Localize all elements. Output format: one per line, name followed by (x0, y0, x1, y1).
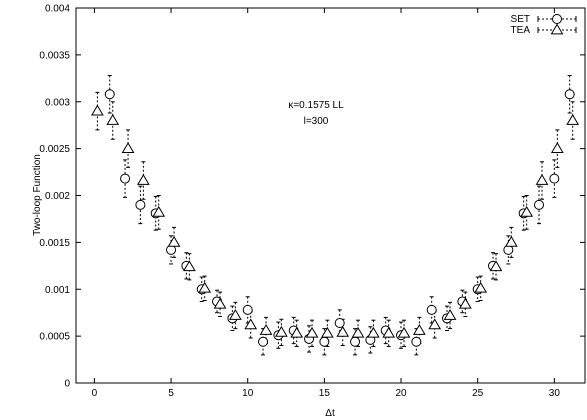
tea-point (474, 281, 488, 293)
tea-error-bar (540, 161, 545, 200)
set-point (319, 336, 330, 347)
set-error-bar (506, 235, 511, 265)
annotation-l: l=300 (304, 116, 329, 127)
tea-error-bar (570, 101, 575, 140)
tea-point (198, 281, 212, 293)
y-tick-label: 0.0025 (39, 144, 70, 155)
legend-marker-set (537, 14, 577, 24)
set-error-bar (537, 185, 542, 225)
set-point (258, 336, 269, 347)
x-axis-ticks: 0 5 10 15 20 25 30 (92, 8, 561, 399)
set-point (334, 318, 345, 328)
tea-point (290, 326, 304, 338)
y-tick-label: 0.002 (45, 191, 70, 202)
set-point (411, 336, 422, 347)
tea-point (183, 260, 196, 272)
tea-point (152, 205, 166, 217)
x-axis-label: Δt (325, 408, 335, 419)
set-point (534, 199, 545, 210)
legend-circle-icon (552, 14, 562, 24)
set-point (426, 304, 437, 315)
tea-point (566, 114, 580, 125)
tea-point (535, 174, 549, 185)
tea-error-bar (555, 129, 560, 168)
x-tick-label: 5 (168, 388, 174, 399)
set-error-bar (567, 75, 572, 114)
y-axis-label: Two-loop Function (32, 154, 43, 236)
y-tick-label: 0.0015 (39, 238, 70, 249)
set-error-bar (107, 75, 112, 114)
legend-marker-tea (537, 23, 577, 35)
tea-point (550, 142, 564, 153)
y-tick-label: 0.001 (45, 285, 70, 296)
tea-point (504, 235, 518, 247)
set-error-bar (552, 159, 557, 198)
tea-point (443, 309, 457, 320)
tea-point (336, 325, 350, 337)
legend-markers (537, 14, 577, 35)
tea-point (382, 326, 396, 338)
x-tick-label: 15 (319, 388, 331, 399)
tea-point (259, 324, 273, 335)
set-point (120, 173, 131, 184)
tea-point (121, 142, 135, 153)
tea-point (274, 325, 288, 337)
set-error-bar (215, 289, 220, 314)
tea-point (213, 297, 227, 309)
tea-point (489, 260, 503, 272)
set-error-bar (138, 185, 143, 225)
legend: SET TEA (511, 14, 577, 36)
annotation-kappa: κ=0.1575 LL (288, 100, 344, 111)
y-tick-label: 0.0035 (39, 50, 70, 61)
y-tick-label: 0.004 (45, 4, 70, 15)
set-point (135, 199, 146, 210)
x-tick-label: 0 (92, 388, 98, 399)
set-point (104, 89, 115, 100)
x-tick-label: 30 (549, 388, 561, 399)
tea-point (305, 326, 319, 338)
x-tick-label: 25 (472, 388, 484, 399)
legend-label-set: SET (511, 14, 530, 25)
set-point (549, 173, 560, 184)
tea-error-bar (95, 91, 100, 131)
tea-point (397, 326, 411, 338)
set-error-bar (123, 159, 128, 198)
legend-label-tea: TEA (511, 25, 531, 36)
y-tick-label: 0.0005 (39, 332, 70, 343)
tea-point (137, 174, 150, 185)
tea-point (412, 324, 426, 335)
tea-error-bar (126, 129, 131, 168)
set-point (350, 336, 361, 347)
tea-point (320, 326, 334, 338)
tea-point (351, 326, 365, 338)
tea-point (244, 318, 258, 330)
x-tick-label: 20 (395, 388, 407, 399)
x-tick-label: 10 (242, 388, 254, 399)
y-tick-label: 0 (64, 379, 70, 390)
y-axis-ticks: 0 0.0005 0.001 0.0015 0.002 0.0025 0.003 0.0035… (39, 4, 585, 390)
tea-point (229, 309, 242, 320)
tea-point (520, 205, 534, 217)
tea-point (167, 235, 181, 247)
legend-triangle-icon (550, 23, 564, 35)
tea-point (458, 297, 472, 309)
set-error-bar (460, 289, 465, 314)
set-error-bar (169, 235, 174, 265)
tea-point (428, 318, 442, 330)
y-tick-label: 0.003 (45, 97, 70, 108)
tea-point (106, 114, 120, 125)
tea-point (91, 104, 104, 116)
tea-error-bar (110, 101, 115, 140)
data-marks (91, 75, 580, 356)
set-point (564, 89, 575, 100)
tea-point (366, 326, 380, 338)
plot-frame (75, 7, 586, 384)
tea-error-bar (141, 161, 146, 200)
set-point (242, 304, 253, 315)
